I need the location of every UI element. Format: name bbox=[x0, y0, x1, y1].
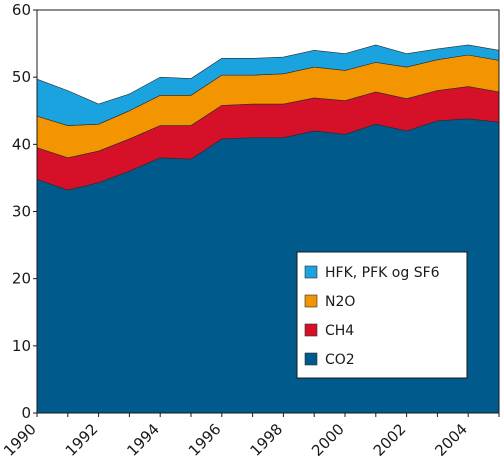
legend-label-ch4: CH4 bbox=[325, 323, 354, 339]
y-tick-label-0: 0 bbox=[21, 404, 31, 422]
x-tick-label-1998: 1998 bbox=[246, 420, 286, 460]
legend-label-n2o: N2O bbox=[325, 294, 355, 310]
y-tick-label-10: 10 bbox=[12, 337, 31, 355]
legend-swatch-co2 bbox=[304, 352, 318, 366]
y-tick-label-40: 40 bbox=[12, 135, 31, 153]
legend-box bbox=[296, 251, 468, 379]
y-tick-label-60: 60 bbox=[12, 1, 31, 19]
legend-label-hfk-pfk-og-sf6: HFK, PFK og SF6 bbox=[325, 265, 440, 281]
x-tick-label-2004: 2004 bbox=[431, 420, 471, 460]
x-tick-label-1996: 1996 bbox=[185, 420, 225, 460]
x-tick-label-1992: 1992 bbox=[62, 420, 102, 460]
x-tick-label-1990: 1990 bbox=[0, 420, 40, 460]
legend-label-co2: CO2 bbox=[325, 352, 355, 368]
x-tick-label-2002: 2002 bbox=[370, 420, 410, 460]
x-tick-label-1994: 1994 bbox=[123, 420, 163, 460]
y-tick-label-50: 50 bbox=[12, 68, 31, 86]
y-tick-label-20: 20 bbox=[12, 270, 31, 288]
legend: HFK, PFK og SF6 N2O CH4 CO2 bbox=[296, 251, 468, 379]
legend-swatch-n2o bbox=[304, 294, 318, 308]
legend-swatch-ch4 bbox=[304, 323, 318, 337]
legend-swatch-hfk-pfk-og-sf6 bbox=[304, 265, 318, 279]
x-tick-label-2000: 2000 bbox=[308, 420, 348, 460]
y-tick-label-30: 30 bbox=[12, 203, 31, 221]
